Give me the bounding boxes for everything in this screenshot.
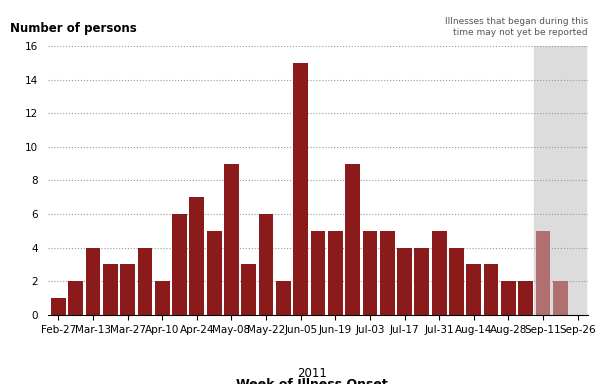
Bar: [86, 248, 100, 315]
Bar: [518, 281, 533, 315]
Bar: [224, 164, 239, 315]
Bar: [535, 46, 586, 315]
Text: Illnesses that began during this
time may not yet be reported: Illnesses that began during this time ma…: [445, 17, 588, 37]
Bar: [415, 248, 429, 315]
Bar: [276, 281, 291, 315]
Bar: [345, 164, 360, 315]
Bar: [362, 231, 377, 315]
Bar: [190, 197, 204, 315]
Bar: [137, 248, 152, 315]
Bar: [155, 281, 170, 315]
Bar: [120, 265, 135, 315]
Bar: [449, 248, 464, 315]
Bar: [68, 281, 83, 315]
Text: 2011: 2011: [297, 367, 327, 380]
Bar: [328, 231, 343, 315]
Bar: [466, 265, 481, 315]
Bar: [259, 214, 274, 315]
Bar: [241, 265, 256, 315]
Bar: [207, 231, 221, 315]
Bar: [380, 231, 395, 315]
Bar: [553, 281, 568, 315]
Bar: [51, 298, 66, 315]
Bar: [501, 281, 516, 315]
Bar: [536, 231, 550, 315]
Bar: [397, 248, 412, 315]
Bar: [432, 231, 446, 315]
Text: Week of Illness Onset: Week of Illness Onset: [236, 378, 388, 384]
Bar: [172, 214, 187, 315]
Text: Number of persons: Number of persons: [10, 22, 137, 35]
Bar: [484, 265, 499, 315]
Bar: [311, 231, 325, 315]
Bar: [293, 63, 308, 315]
Bar: [103, 265, 118, 315]
